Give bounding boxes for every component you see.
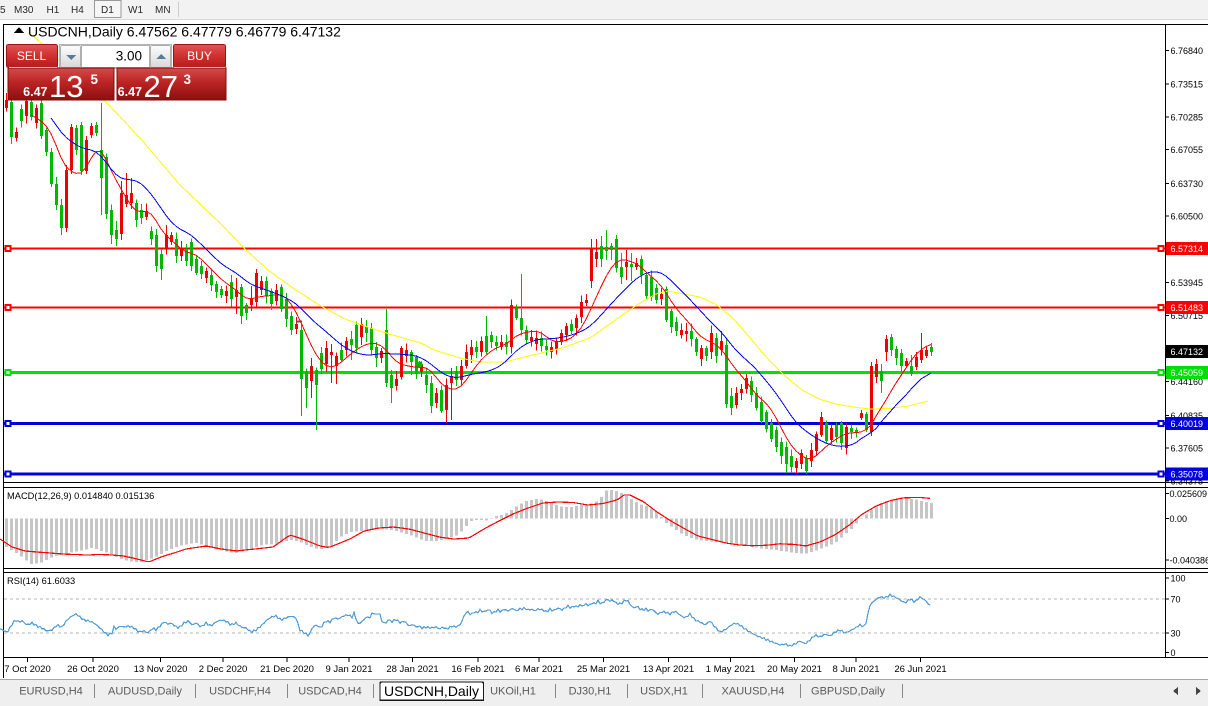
svg-text:H4: H4 bbox=[71, 5, 84, 16]
svg-text:6.47: 6.47 bbox=[23, 85, 47, 99]
svg-text:AUDUSD,Daily: AUDUSD,Daily bbox=[108, 686, 182, 698]
svg-text:6.34375: 6.34375 bbox=[1171, 476, 1204, 486]
svg-text:2 Dec 2020: 2 Dec 2020 bbox=[199, 664, 248, 675]
svg-text:UKOil,H1: UKOil,H1 bbox=[490, 686, 536, 698]
svg-text:6.76840: 6.76840 bbox=[1171, 46, 1204, 56]
svg-text:26 Oct 2020: 26 Oct 2020 bbox=[67, 664, 119, 675]
svg-text:BUY: BUY bbox=[187, 49, 212, 63]
svg-text:GBPUSD,Daily: GBPUSD,Daily bbox=[811, 686, 885, 698]
svg-text:H1: H1 bbox=[47, 5, 60, 16]
svg-text:MACD(12,26,9) 0.014840 0.01513: MACD(12,26,9) 0.014840 0.015136 bbox=[7, 491, 154, 501]
svg-text:27: 27 bbox=[144, 69, 178, 104]
svg-text:USDCNH,Daily: USDCNH,Daily bbox=[384, 683, 479, 699]
svg-text:RSI(14) 61.6033: RSI(14) 61.6033 bbox=[7, 576, 75, 586]
svg-text:6.73515: 6.73515 bbox=[1171, 80, 1204, 90]
svg-text:SELL: SELL bbox=[17, 49, 47, 63]
svg-text:13: 13 bbox=[49, 69, 83, 104]
svg-text:28 Jan 2021: 28 Jan 2021 bbox=[386, 664, 438, 675]
svg-text:6.67055: 6.67055 bbox=[1171, 145, 1204, 155]
svg-text:6.47: 6.47 bbox=[118, 85, 142, 99]
svg-text:7 Oct 2020: 7 Oct 2020 bbox=[4, 664, 50, 675]
svg-text:-0.040386: -0.040386 bbox=[1170, 555, 1208, 565]
svg-text:6.37605: 6.37605 bbox=[1171, 444, 1204, 454]
svg-text:6.47132: 6.47132 bbox=[1171, 347, 1204, 357]
svg-text:13 Apr 2021: 13 Apr 2021 bbox=[643, 664, 694, 675]
svg-text:30: 30 bbox=[1171, 629, 1181, 639]
svg-text:6.50715: 6.50715 bbox=[1171, 311, 1204, 321]
svg-text:3.00: 3.00 bbox=[116, 49, 142, 64]
svg-text:5: 5 bbox=[91, 72, 99, 87]
svg-text:20 May 2021: 20 May 2021 bbox=[767, 664, 822, 675]
svg-text:1 May 2021: 1 May 2021 bbox=[706, 664, 756, 675]
svg-text:6.63730: 6.63730 bbox=[1171, 179, 1204, 189]
svg-text:EURUSD,H4: EURUSD,H4 bbox=[19, 686, 83, 698]
svg-text:MN: MN bbox=[155, 5, 171, 16]
svg-text:6.70285: 6.70285 bbox=[1171, 112, 1204, 122]
svg-text:USDCAD,H4: USDCAD,H4 bbox=[298, 686, 362, 698]
svg-text:USDCHF,H4: USDCHF,H4 bbox=[209, 686, 271, 698]
svg-text:6.51483: 6.51483 bbox=[1171, 303, 1204, 313]
svg-text:5: 5 bbox=[0, 5, 6, 16]
svg-text:16 Feb 2021: 16 Feb 2021 bbox=[451, 664, 504, 675]
svg-text:21 Dec 2020: 21 Dec 2020 bbox=[260, 664, 314, 675]
svg-text:6 Mar 2021: 6 Mar 2021 bbox=[515, 664, 563, 675]
svg-text:3: 3 bbox=[184, 72, 192, 87]
svg-text:6.40835: 6.40835 bbox=[1171, 411, 1204, 421]
svg-text:USDX,H1: USDX,H1 bbox=[640, 686, 688, 698]
svg-text:6.60500: 6.60500 bbox=[1171, 212, 1204, 222]
svg-text:6.57314: 6.57314 bbox=[1171, 244, 1204, 254]
svg-text:25 Mar 2021: 25 Mar 2021 bbox=[577, 664, 630, 675]
svg-text:XAUUSD,H4: XAUUSD,H4 bbox=[722, 686, 785, 698]
svg-text:9 Jan 2021: 9 Jan 2021 bbox=[325, 664, 372, 675]
svg-text:6.35078: 6.35078 bbox=[1171, 469, 1204, 479]
svg-text:13 Nov 2020: 13 Nov 2020 bbox=[134, 664, 188, 675]
svg-text:26 Jun 2021: 26 Jun 2021 bbox=[894, 664, 946, 675]
svg-text:0: 0 bbox=[1171, 648, 1176, 658]
svg-text:100: 100 bbox=[1171, 573, 1186, 583]
svg-text:70: 70 bbox=[1171, 595, 1181, 605]
svg-text:0.00: 0.00 bbox=[1170, 514, 1188, 524]
svg-text:USDCNH,Daily 6.47562 6.47779: USDCNH,Daily 6.47562 6.47779 6.46779 6.4… bbox=[28, 24, 341, 40]
svg-text:6.53945: 6.53945 bbox=[1171, 278, 1204, 288]
svg-text:DJ30,H1: DJ30,H1 bbox=[569, 686, 612, 698]
svg-text:W1: W1 bbox=[128, 5, 143, 16]
svg-text:M30: M30 bbox=[14, 5, 34, 16]
svg-text:D1: D1 bbox=[101, 5, 114, 16]
svg-text:6.40019: 6.40019 bbox=[1171, 419, 1204, 429]
svg-text:6.45059: 6.45059 bbox=[1171, 368, 1204, 378]
svg-text:8 Jun 2021: 8 Jun 2021 bbox=[832, 664, 879, 675]
svg-text:0.025609: 0.025609 bbox=[1170, 489, 1208, 499]
svg-text:6.44160: 6.44160 bbox=[1171, 377, 1204, 387]
